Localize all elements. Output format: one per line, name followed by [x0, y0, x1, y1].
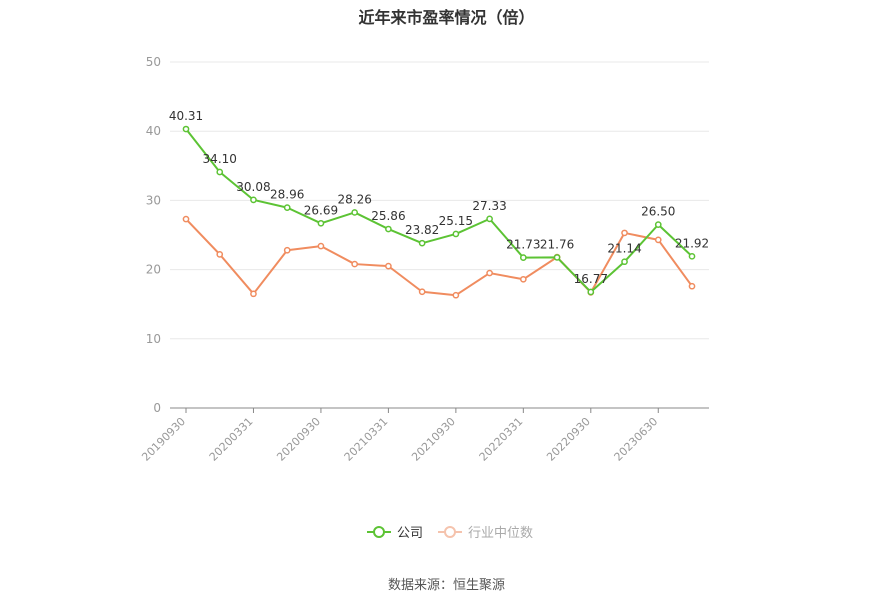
data-point: [351, 209, 359, 216]
data-point: [385, 262, 392, 270]
data-point: [385, 225, 392, 233]
data-point: [452, 291, 460, 299]
data-label: 40.31: [169, 109, 203, 123]
data-point: [654, 221, 662, 228]
data-labels: 40.31 34.10 30.0828.9626.6928.2625.8623.82…: [169, 109, 709, 286]
data-point: [283, 246, 291, 254]
data-label: 34.10: [203, 152, 237, 166]
series-line-1: [185, 218, 693, 297]
y-tick-label: 40: [146, 124, 161, 138]
legend-label-0: 公司: [397, 526, 423, 541]
data-label: 16.77: [574, 272, 608, 286]
data-point: [486, 215, 493, 223]
data-label: 21.92: [675, 236, 709, 250]
data-label: 21.14: [607, 242, 641, 256]
chart-title: 近年来市盈率情况（倍）: [358, 8, 535, 27]
y-tick-label: 10: [146, 332, 161, 346]
x-tick-label: 20220331: [477, 415, 526, 464]
data-point: [553, 254, 561, 261]
x-tick-label: 20200331: [207, 415, 256, 464]
series-group: [182, 125, 696, 299]
data-point: [418, 288, 426, 296]
x-tick-label: 20220930: [544, 415, 593, 464]
data-point: [182, 215, 190, 223]
data-point: [621, 258, 628, 266]
data-point: [688, 282, 696, 290]
data-label: 27.33: [472, 199, 506, 213]
legend-marker-1: [444, 526, 456, 538]
data-label: 26.50: [641, 205, 675, 219]
data-point: [519, 254, 527, 261]
data-label: 25.86: [371, 209, 405, 223]
x-axis: 20190930 20200331 20200930 20210331 20210930…: [139, 407, 709, 464]
data-label: 30.08: [236, 180, 270, 194]
x-tick-label: 20200930: [274, 415, 323, 464]
data-label: 23.82: [405, 223, 439, 237]
data-point: [250, 290, 257, 298]
data-label: 25.15: [439, 214, 473, 228]
data-point: [621, 229, 628, 237]
data-point: [519, 275, 527, 283]
data-point: [216, 168, 224, 176]
y-tick-label: 20: [146, 263, 161, 277]
x-tick-label: 20210331: [342, 415, 391, 464]
grid-lines: [170, 61, 709, 340]
data-point: [317, 219, 325, 227]
legend-label-1: 行业中位数: [468, 526, 533, 541]
data-point: [317, 242, 325, 250]
data-label: 28.26: [337, 192, 371, 206]
data-point: [486, 269, 493, 277]
data-point: [418, 239, 426, 247]
legend: 公司 行业中位数: [367, 526, 533, 541]
data-point: [351, 260, 359, 268]
data-point: [283, 204, 291, 211]
data-label: 26.69: [304, 203, 338, 217]
data-label: 28.96: [270, 188, 304, 202]
series-line-0: [185, 128, 693, 293]
y-tick-label: 30: [146, 193, 161, 207]
y-tick-label: 50: [146, 55, 161, 69]
data-point: [182, 125, 190, 133]
x-tick-label: 20230630: [612, 415, 661, 464]
data-label: 21.73: [506, 238, 540, 252]
data-point: [654, 236, 662, 244]
data-point: [688, 252, 696, 260]
x-tick-label: 20190930: [139, 415, 188, 464]
data-point: [452, 230, 460, 238]
data-point: [216, 251, 224, 258]
data-point: [250, 196, 257, 204]
data-label: 21.76: [540, 237, 574, 251]
x-tick-label: 20210930: [409, 415, 458, 464]
data-point: [587, 288, 595, 296]
y-axis: 0 10 20 30 40 50: [146, 55, 161, 415]
data-source: 数据来源：恒生聚源: [387, 578, 505, 593]
y-tick-label: 0: [153, 401, 161, 415]
legend-marker-0: [373, 526, 385, 538]
